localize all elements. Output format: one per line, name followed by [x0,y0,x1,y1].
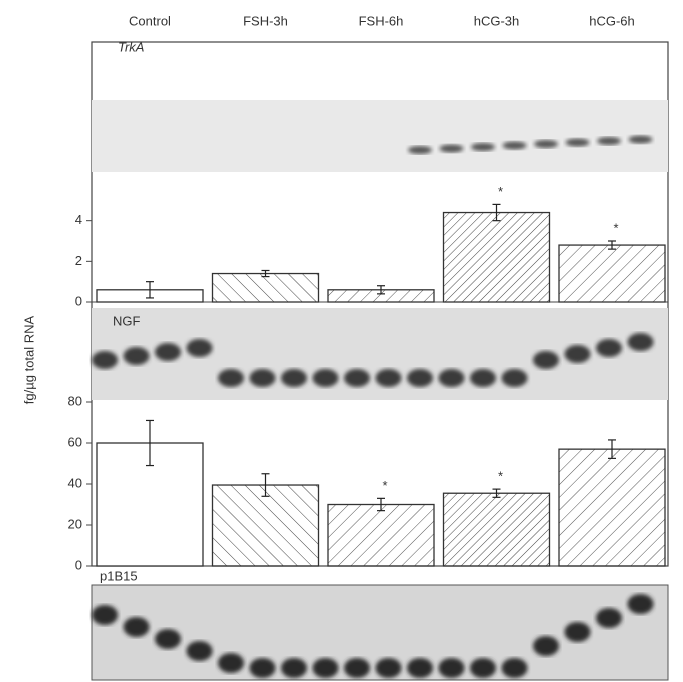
bar [442,492,551,567]
band [218,369,244,387]
band [597,137,621,145]
y-tick-label: 40 [68,475,82,490]
band [408,146,432,154]
band [186,339,213,357]
y-axis-label: fg/µg total RNA [21,315,36,404]
bar [558,448,666,567]
band [501,658,528,678]
column-label: Control [129,13,171,28]
band [407,369,433,387]
band [534,140,558,148]
error-bar [146,419,154,467]
band [281,369,307,387]
band [470,658,496,678]
band [596,339,622,357]
band [438,369,465,387]
band [564,622,591,642]
band [312,369,339,387]
blot-label: NGF [113,313,141,328]
band [123,617,150,637]
band [502,141,527,150]
significance-mark: * [498,184,503,199]
band [186,641,213,661]
band [218,653,244,673]
error-bar [261,269,270,278]
band [627,594,654,614]
significance-mark: * [613,220,618,235]
band [312,658,339,678]
error-bar [146,281,154,299]
band [533,636,559,656]
blot-label: p1B15 [100,568,138,583]
error-bar [492,203,501,222]
band [92,351,118,369]
band [596,608,622,628]
significance-mark: * [382,478,387,493]
blot-trka [92,100,668,172]
blot-bands [92,135,654,678]
bar [558,244,666,303]
band [470,369,496,387]
column-label: FSH-3h [243,13,288,28]
band [249,369,276,387]
y-tick-label: 20 [68,516,82,531]
y-tick-label: 60 [68,434,82,449]
band [344,369,370,387]
band [565,138,590,147]
error-bar [377,285,385,295]
band [471,143,495,151]
band [375,369,402,387]
band [627,333,654,351]
band [92,605,118,625]
band [123,347,150,365]
error-bar [377,497,385,512]
band [501,369,528,387]
column-label: hCG-3h [474,13,520,28]
y-tick-label: 2 [75,253,82,268]
bar [211,272,320,303]
band [439,144,464,153]
bar [211,484,320,567]
band [407,658,433,678]
error-bar [608,240,616,250]
error-bar [261,473,270,497]
band [375,658,402,678]
band [533,351,559,369]
bar [327,503,435,567]
bar [442,211,551,303]
band [155,343,181,361]
column-label: FSH-6h [359,13,404,28]
column-label: hCG-6h [589,13,635,28]
band [438,658,465,678]
blot-label: TrkA [118,39,144,54]
y-tick-label: 0 [75,293,82,308]
significance-mark: * [498,469,503,484]
error-bar [608,439,616,459]
y-tick-label: 4 [75,212,82,227]
y-tick-label: 0 [75,557,82,572]
band [155,629,181,649]
band [249,658,276,678]
y-tick-label: 80 [68,393,82,408]
band [281,658,307,678]
band [628,135,653,144]
band [564,345,591,363]
band [344,658,370,678]
error-bar [492,488,501,498]
